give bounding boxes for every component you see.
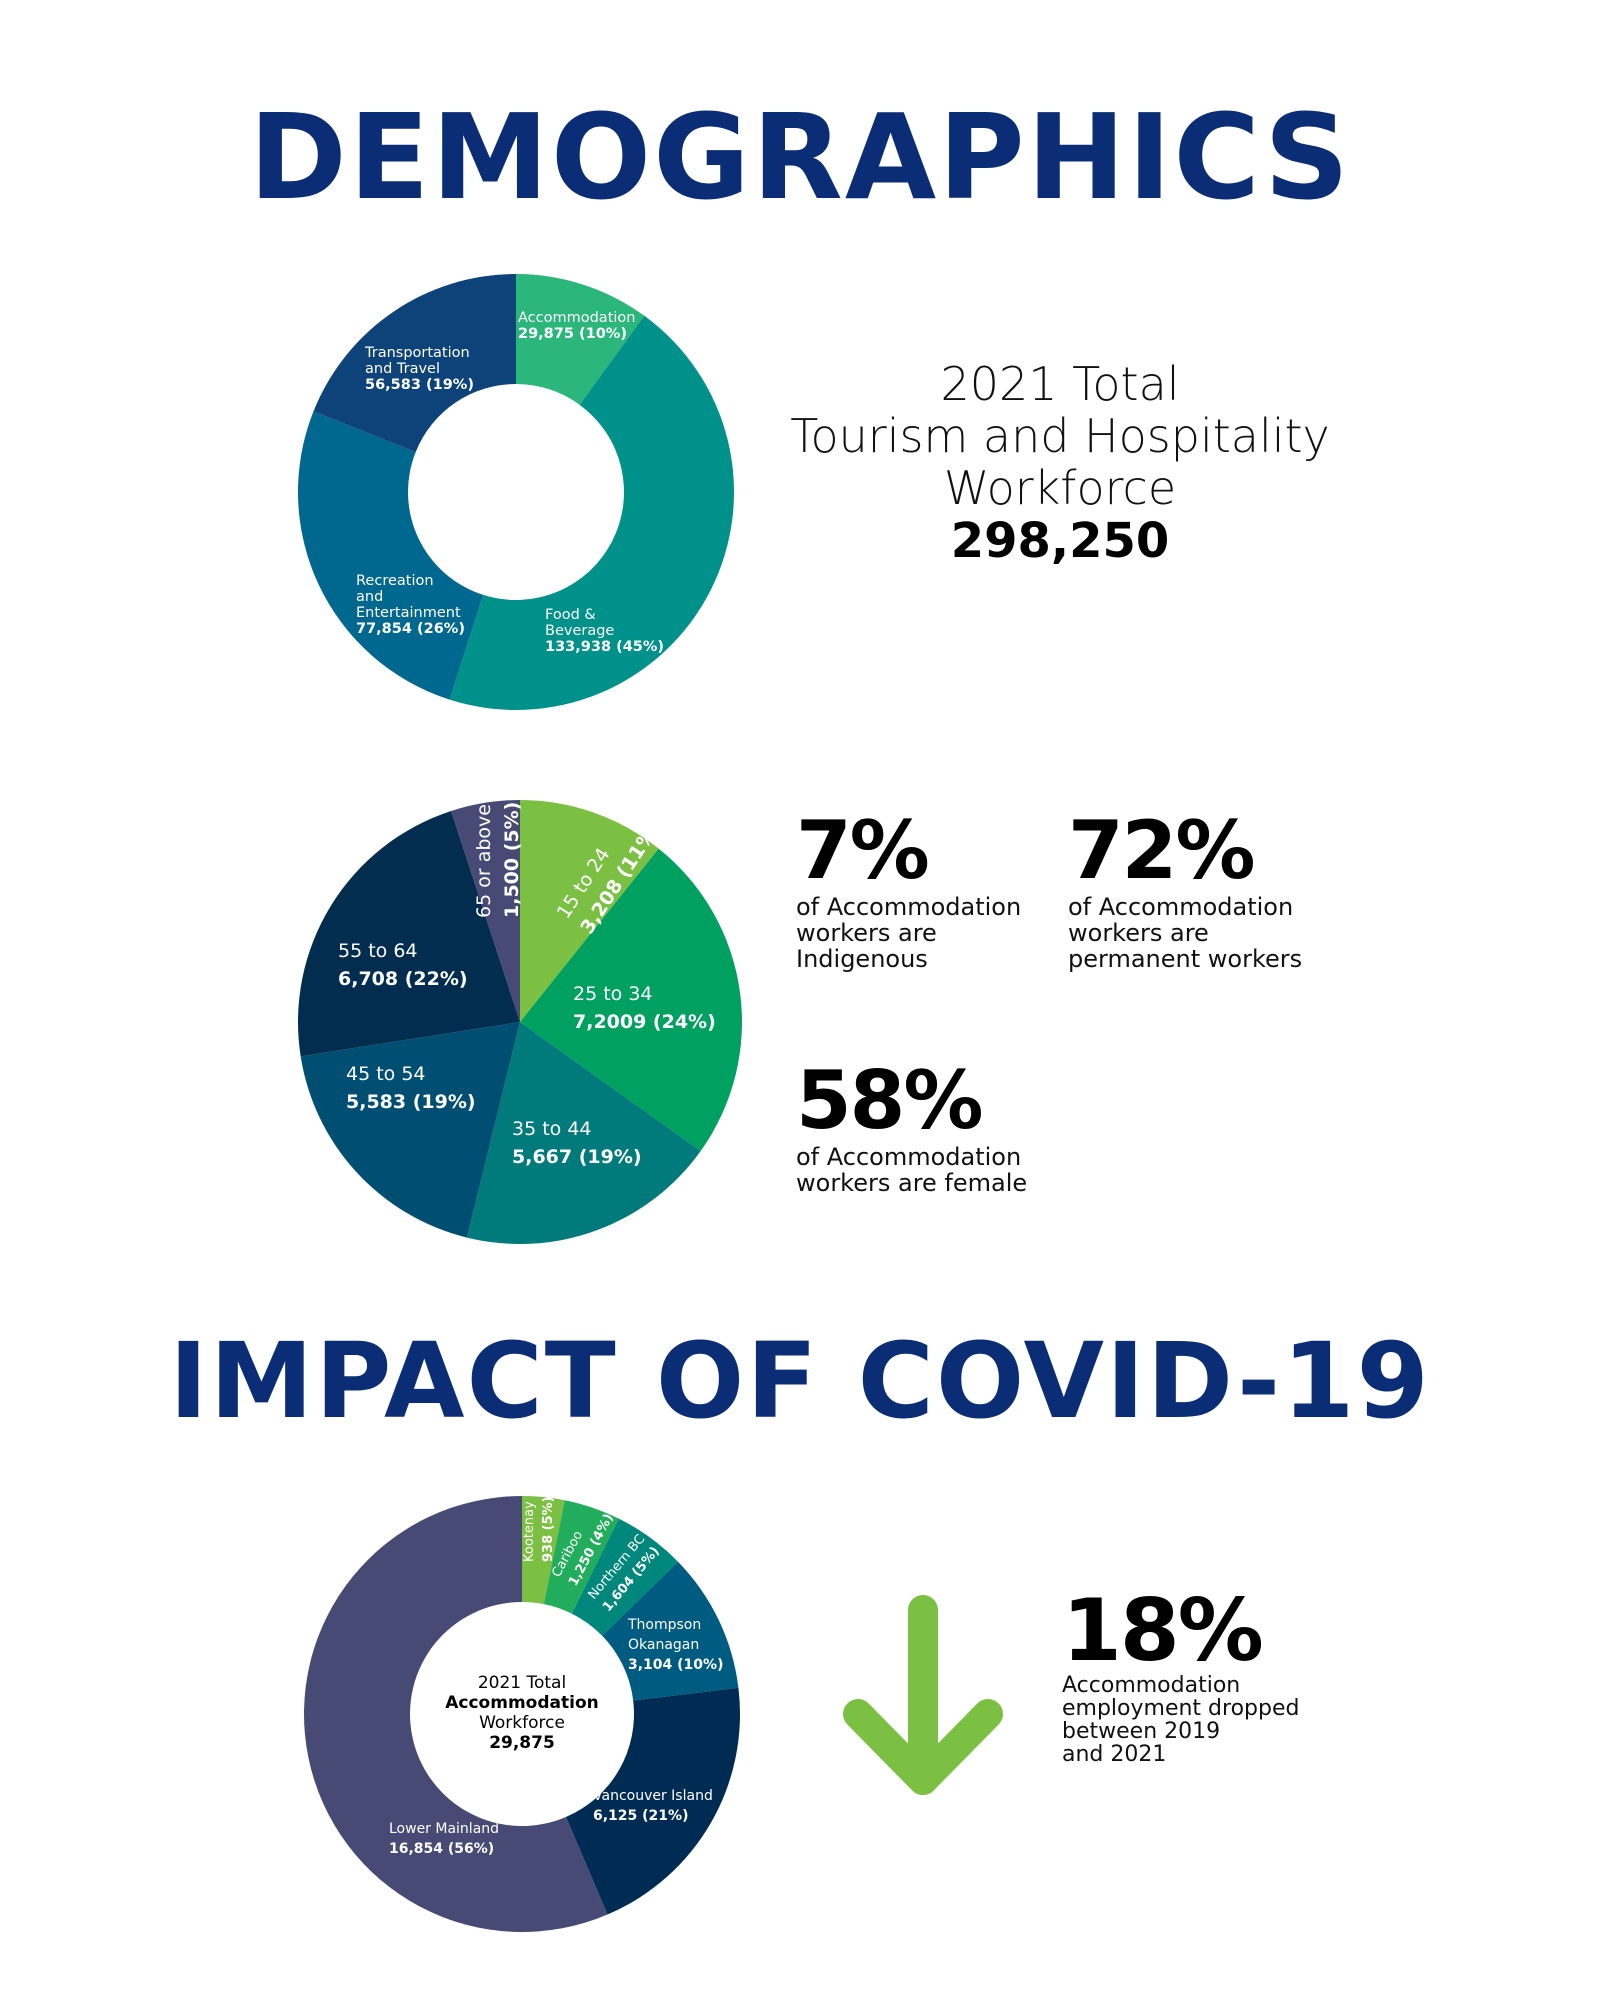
stat-indigenous-text: of Accommodation workers are Indigenous [796,893,1022,973]
slice-label-55-to-64: 55 to 64 6,708 (22%) [338,940,468,990]
slice-vancouver-island [565,1687,740,1915]
slice-value-45-to-54: 5,583 (19%) [346,1091,476,1113]
slice-name-vancouver-island: Vancouver Island [593,1788,713,1804]
slice-value-25-to-34: 7,2009 (24%) [573,1011,716,1033]
slice-label-65-or-above: 65 or above 1,500 (5%) [473,802,523,918]
stat-female: 58% of Accommodation workers are female [796,1054,1028,1197]
slice-lower-mainland [303,1496,608,1932]
slice-name-food-beverage: Food & [545,607,596,623]
covid-heading: IMPACT OF COVID-19 [169,1320,1431,1442]
arrow-down-icon [843,1595,1003,1795]
stat-female-text: of Accommodation workers are female [796,1143,1028,1197]
slice-northern-bc [571,1518,679,1636]
slice-value-kootenay: 938 (5%) [541,1496,556,1562]
center-label-line3: Workforce [479,1713,565,1733]
workforce-total: 2021 Total Tourism and Hospitality Workf… [780,358,1340,568]
slice-cariboo [543,1500,619,1614]
slice-name-recreation-and-entertainment: and [356,589,383,605]
slice-55-to-64 [297,810,520,1057]
stat-female-percent: 58% [796,1054,983,1147]
slice-food-beverage [449,315,734,710]
slice-value-vancouver-island: 6,125 (21%) [593,1808,688,1824]
stat-permanent-percent: 72% [1068,804,1255,897]
slice-value-lower-mainland: 16,854 (56%) [389,1841,494,1857]
slice-name-recreation-and-entertainment: Recreation [356,573,434,589]
slice-kootenay [522,1496,565,1605]
slice-transportation-and-travel [313,274,516,453]
stat-drop-percent: 18% [1062,1581,1264,1681]
slice-label-45-to-54: 45 to 54 5,583 (19%) [346,1063,476,1113]
slice-value-transportation-and-travel: 56,583 (19%) [365,377,474,393]
slice-name-thompson-okanagan: Okanagan [628,1637,699,1653]
slice-label-kootenay: Kootenay 938 (5%) [522,1496,556,1562]
slice-name-transportation-and-travel: Transportation [364,345,470,361]
slice-name-food-beverage: Beverage [545,623,614,639]
slice-name-kootenay: Kootenay [522,1501,537,1562]
stat-drop-text: Accommodation employment dropped between… [1062,1673,1300,1767]
center-label-value: 29,875 [489,1733,555,1753]
slice-value-55-to-64: 6,708 (22%) [338,968,468,990]
stat-employment-drop: 18% Accommodation employment dropped bet… [1062,1588,1299,1766]
slice-accommodation [516,274,645,405]
stat-indigenous: 7% of Accommodation workers are Indigeno… [796,804,1022,973]
slice-name-accommodation: Accommodation [518,310,635,326]
center-label-line1: 2021 Total [478,1673,566,1693]
slice-name-recreation-and-entertainment: Entertainment [356,605,461,621]
slice-65-or-above [451,800,520,1022]
slice-label-vancouver-island: Vancouver Island 6,125 (21%) [593,1788,713,1824]
slice-value-food-beverage: 133,938 (45%) [545,639,664,655]
stat-indigenous-percent: 7% [796,804,930,897]
slice-name-35-to-44: 35 to 44 [512,1118,592,1140]
slice-name-55-to-64: 55 to 64 [338,940,418,962]
slice-value-accommodation: 29,875 (10%) [518,326,627,342]
slice-label-thompson-okanagan: Thompson Okanagan 3,104 (10%) [627,1617,723,1673]
slice-name-transportation-and-travel: and Travel [365,361,440,377]
slice-name-thompson-okanagan: Thompson [627,1617,701,1633]
workforce-total-value: 298,250 [950,513,1170,569]
slice-recreation-and-entertainment [297,411,484,700]
workforce-total-line3: Workforce [943,461,1177,515]
slice-value-65-or-above: 1,500 (5%) [501,802,523,918]
stat-permanent: 72% of Accommodation workers are permane… [1068,804,1303,973]
slice-45-to-54 [300,1022,520,1238]
stat-permanent-text: of Accommodation workers are permanent w… [1068,893,1303,973]
slice-name-lower-mainland: Lower Mainland [389,1821,499,1837]
slice-label-lower-mainland: Lower Mainland 16,854 (56%) [389,1821,499,1857]
center-label-line2: Accommodation [445,1693,598,1713]
slice-value-35-to-44: 5,667 (19%) [512,1146,642,1168]
slice-name-65-or-above: 65 or above [473,804,495,918]
slice-15-to-24 [520,800,659,1022]
slice-25-to-34 [520,848,742,1152]
demographics-heading: DEMOGRAPHICS [248,88,1352,226]
slice-35-to-44 [466,1022,701,1244]
workforce-total-line1: 2021 Total [940,357,1180,411]
slice-label-25-to-34: 25 to 34 7,2009 (24%) [573,983,716,1033]
slice-value-recreation-and-entertainment: 77,854 (26%) [356,621,465,637]
slice-thompson-okanagan [602,1561,739,1701]
slice-name-45-to-54: 45 to 54 [346,1063,426,1085]
slice-label-35-to-44: 35 to 44 5,667 (19%) [512,1118,642,1168]
workforce-total-line2: Tourism and Hospitality [790,409,1330,463]
slice-name-25-to-34: 25 to 34 [573,983,653,1005]
slice-value-thompson-okanagan: 3,104 (10%) [628,1657,723,1673]
